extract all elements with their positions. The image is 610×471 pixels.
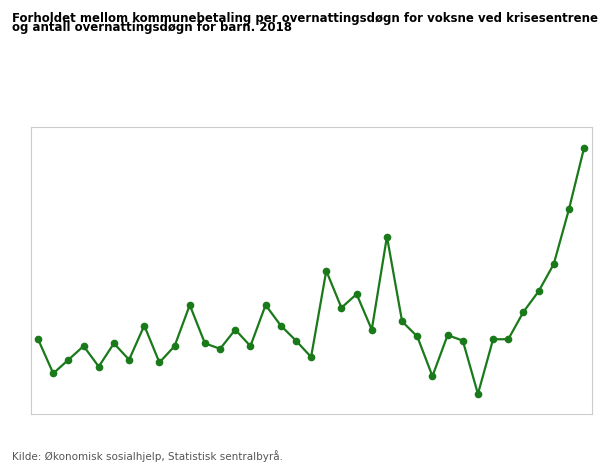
Text: og antall overnattingsdøgn for barn. 2018: og antall overnattingsdøgn for barn. 201… xyxy=(12,21,292,34)
Text: Forholdet mellom kommunebetaling per overnattingsdøgn for voksne ved krisesentre: Forholdet mellom kommunebetaling per ove… xyxy=(12,12,598,25)
Text: Kilde: Økonomisk sosialhjelp, Statistisk sentralbyrå.: Kilde: Økonomisk sosialhjelp, Statistisk… xyxy=(12,450,283,462)
